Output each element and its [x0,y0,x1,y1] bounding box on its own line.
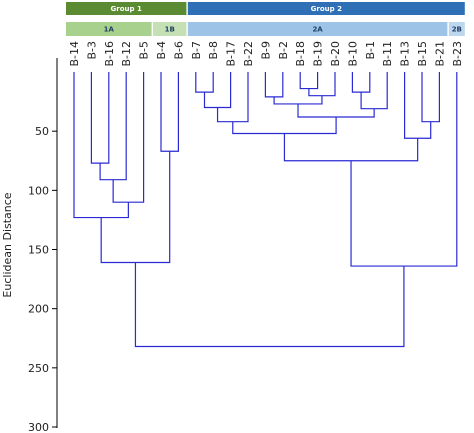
leaf-label-b-17: B-17 [225,41,238,67]
link-8 [308,72,336,97]
leaf-label-b-11: B-11 [381,41,394,67]
group-2-label: Group 2 [311,5,342,13]
leaf-label-b-23: B-23 [451,41,464,67]
link-17 [112,72,145,203]
leaf-label-b-13: B-13 [399,41,412,67]
subgroup-1b-band [153,22,187,36]
y-tick-label-200: 200 [28,303,49,316]
link-14 [216,72,249,123]
link-4 [351,72,371,93]
link-7 [99,72,127,181]
link-6 [421,72,440,123]
link-12 [160,72,179,152]
leaf-label-b-16: B-16 [103,41,116,67]
leaf-label-b-2: B-2 [277,41,290,60]
leaf-label-b-3: B-3 [85,41,98,60]
group-bands: Group 1 Group 2 1A 1B 2A 2B [66,2,465,36]
link-10 [203,72,232,109]
leaf-label-b-9: B-9 [259,41,272,60]
link-16 [404,72,432,139]
link-2 [195,72,214,93]
subgroup-2a-band [187,22,448,36]
leaf-label-b-1: B-1 [364,41,377,60]
subgroup-1b-label: 1B [165,26,175,34]
subgroup-2b-label: 2B [452,26,462,34]
leaf-labels: B-14 B-3 B-16 B-12 B-5 B-4 B-6 B-7 B-8 B-17 B-22 B-… [68,41,464,67]
leaf-label-b-14: B-14 [68,41,81,67]
y-tick-label-300: 300 [28,421,49,433]
group-2-band [187,2,465,15]
group-1-band [66,2,187,15]
leaf-label-b-18: B-18 [294,41,307,67]
link-15 [232,116,337,135]
link-13 [297,103,375,118]
dendrogram-links [73,72,458,348]
leaf-label-b-22: B-22 [242,41,255,67]
leaf-label-b-5: B-5 [138,41,151,60]
leaf-label-b-7: B-7 [190,41,203,60]
y-tick-label-50: 50 [35,125,49,138]
y-axis: 50 100 150 200 250 300 [28,58,58,433]
leaf-label-b-6: B-6 [172,41,185,60]
subgroup-2a-label: 2A [312,26,323,34]
group-1-label: Group 1 [111,5,142,13]
link-9 [360,72,388,110]
leaf-label-b-8: B-8 [207,41,220,60]
leaf-label-b-4: B-4 [155,41,168,60]
link-18 [283,133,419,162]
link-1 [90,72,110,164]
leaf-label-b-10: B-10 [346,41,359,67]
link-3 [299,72,319,90]
link-22 [134,262,405,348]
leaf-label-b-20: B-20 [329,41,342,67]
y-tick-label-100: 100 [28,184,49,197]
y-axis-title: Euclidean Distance [1,192,14,297]
subgroup-1a-label: 1A [104,26,115,34]
leaf-label-b-21: B-21 [433,41,446,67]
y-tick-label-150: 150 [28,244,49,257]
subgroup-1a-band [66,22,152,36]
y-tick-label-250: 250 [28,362,49,375]
link-20 [100,151,171,264]
leaf-label-b-15: B-15 [416,41,429,67]
link-19 [73,72,129,219]
leaf-label-b-12: B-12 [120,41,133,67]
leaf-label-b-19: B-19 [312,41,325,67]
link-21 [350,72,458,267]
subgroup-2b-band [448,22,465,36]
link-5 [264,72,284,98]
